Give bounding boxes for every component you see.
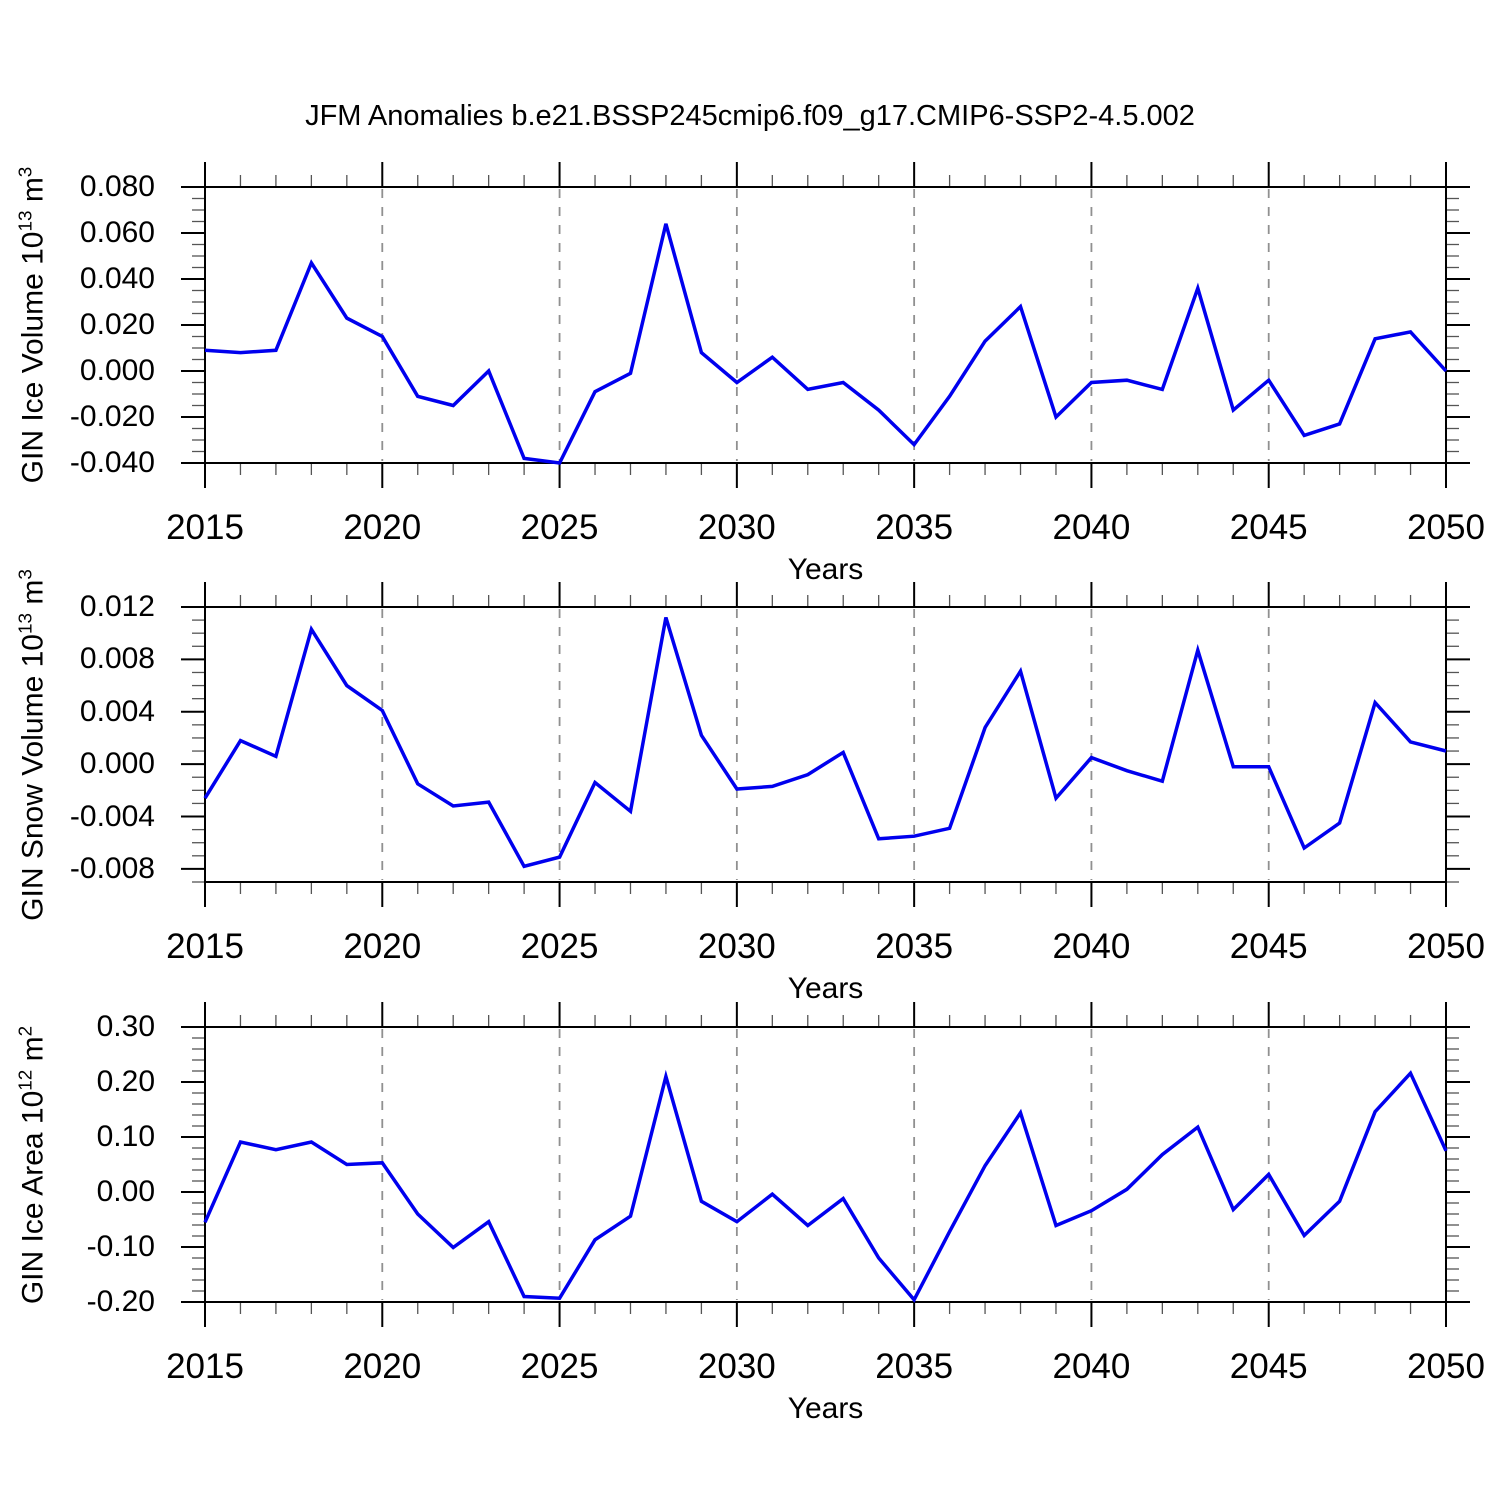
panel-gin-ice-area-xtick-label: 2050: [1407, 1347, 1485, 1386]
panel-gin-snow-volume-xtick-label: 2030: [697, 927, 776, 966]
panel-gin-snow-volume-yaxis-title-sup: 3: [15, 568, 37, 580]
panel-gin-ice-area-xtick-label: 2020: [343, 1347, 422, 1386]
panel-gin-snow-volume-yaxis-title: GIN Snow Volume 1013 m3: [12, 568, 50, 921]
panel-gin-ice-area-ytick-label: 0.10: [96, 1120, 155, 1153]
panel-gin-ice-volume-ytick-label: 0.040: [79, 262, 155, 295]
panel-gin-snow-volume-ytick-label: -0.004: [69, 799, 155, 833]
panel-gin-ice-volume-xtick-label: 2040: [1052, 508, 1131, 547]
panel-gin-ice-area-ytick-label: 0.30: [96, 1010, 155, 1043]
panel-gin-ice-area-series-line: [203, 1069, 1448, 1303]
panel-gin-snow-volume-yaxis-title-text: GIN Snow Volume 10: [16, 633, 50, 921]
panel-gin-snow-volume-ytick-label: 0.000: [79, 747, 155, 781]
panel-gin-ice-volume-ytick-label: -0.020: [69, 400, 155, 433]
panel-gin-ice-volume-xtick-label: 2050: [1407, 508, 1485, 547]
panel-gin-snow-volume-series-line: [203, 616, 1447, 869]
panel-gin-ice-volume-yaxis-title-text: m: [16, 177, 50, 211]
panel-gin-snow-volume-xtick-label: 2020: [343, 927, 422, 966]
panel-gin-snow-volume-yaxis-title-text: m: [16, 579, 50, 613]
panel-gin-ice-area-ytick-label: -0.10: [86, 1230, 155, 1263]
panel-gin-ice-area-ytick-label: -0.20: [86, 1285, 155, 1318]
panel-gin-ice-volume-xtick-label: 2030: [697, 508, 776, 547]
panel-gin-ice-volume-xaxis-title: Years: [787, 553, 864, 586]
panel-gin-snow-volume-yaxis-title-sup: 13: [15, 612, 37, 634]
panel-gin-ice-volume-yaxis-title-text: GIN Ice Volume 10: [16, 231, 50, 484]
panel-gin-ice-volume-ytick-label: 0.060: [79, 216, 155, 249]
panel-gin-snow-volume-xtick-label: 2025: [520, 927, 599, 966]
panel-gin-ice-area-xtick-label: 2035: [875, 1347, 954, 1386]
panel-gin-ice-area-ytick-label: 0.20: [96, 1065, 155, 1098]
panel-gin-snow-volume-ytick-label: 0.008: [79, 642, 155, 676]
panel-gin-snow-volume-xtick-label: 2045: [1229, 927, 1308, 966]
panel-gin-ice-area-xtick-label: 2030: [697, 1347, 776, 1386]
chart-title: JFM Anomalies b.e21.BSSP245cmip6.f09_g17…: [305, 100, 1195, 132]
panel-gin-snow-volume-xtick-label: 2040: [1052, 927, 1131, 966]
panel-gin-ice-volume-ytick-label: 0.020: [79, 308, 155, 341]
panel-gin-snow-volume-ytick-label: -0.008: [69, 851, 155, 885]
panel-gin-ice-volume-yaxis-title: GIN Ice Volume 1013 m3: [12, 166, 50, 484]
panel-gin-ice-volume-series-line: [204, 223, 1448, 465]
panel-gin-ice-volume-xtick-label: 2045: [1229, 508, 1308, 547]
panel-gin-snow-volume-xtick-label: 2050: [1407, 927, 1485, 966]
panel-gin-ice-area-yaxis-title-text: GIN Ice Area 10: [16, 1090, 50, 1304]
panel-gin-ice-volume-xtick-label: 2035: [875, 508, 954, 547]
panel-gin-ice-area-yaxis-title-sup: 2: [15, 1025, 37, 1036]
panel-gin-ice-volume-xtick-label: 2025: [520, 508, 599, 547]
panel-gin-ice-volume-xtick-label: 2020: [343, 508, 422, 547]
panel-gin-ice-area-xaxis-title: Years: [787, 1392, 864, 1425]
panel-gin-ice-volume-xtick-label: 2015: [166, 508, 244, 547]
panel-gin-snow-volume-ytick-label: 0.004: [79, 694, 155, 728]
panel-gin-snow-volume-frame: [204, 606, 1447, 883]
panel-gin-ice-area-yaxis-title: GIN Ice Area 1012 m2: [12, 1025, 50, 1304]
panel-gin-ice-area-xtick-label: 2040: [1052, 1347, 1131, 1386]
panel-gin-ice-volume-ytick-label: 0.080: [79, 170, 155, 203]
panel-gin-snow-volume-xtick-label: 2015: [166, 927, 244, 966]
panel-gin-ice-area-xtick-label: 2025: [520, 1347, 599, 1386]
panel-gin-ice-volume-ytick-label: -0.040: [69, 446, 155, 479]
panel-gin-ice-area-frame: [204, 1026, 1447, 1303]
panel-gin-ice-area-yaxis-title-text: m: [16, 1035, 50, 1070]
panel-gin-ice-volume-ytick-label: 0.000: [79, 354, 155, 387]
panel-gin-ice-area-ytick-label: 0.00: [96, 1175, 155, 1208]
panel-gin-ice-area-xtick-label: 2015: [166, 1347, 244, 1386]
panel-gin-ice-area-xtick-label: 2045: [1229, 1347, 1308, 1386]
panel-gin-ice-volume-frame: [204, 186, 1447, 464]
panel-gin-ice-area-yaxis-title-sup: 12: [15, 1069, 37, 1091]
panel-gin-ice-volume-yaxis-title-sup: 13: [15, 210, 37, 232]
panel-gin-ice-volume-yaxis-title-sup: 3: [15, 166, 37, 178]
panel-gin-snow-volume-xaxis-title: Years: [787, 972, 864, 1005]
panel-gin-snow-volume-xtick-label: 2035: [875, 927, 954, 966]
panel-gin-snow-volume-ytick-label: 0.012: [79, 590, 155, 623]
